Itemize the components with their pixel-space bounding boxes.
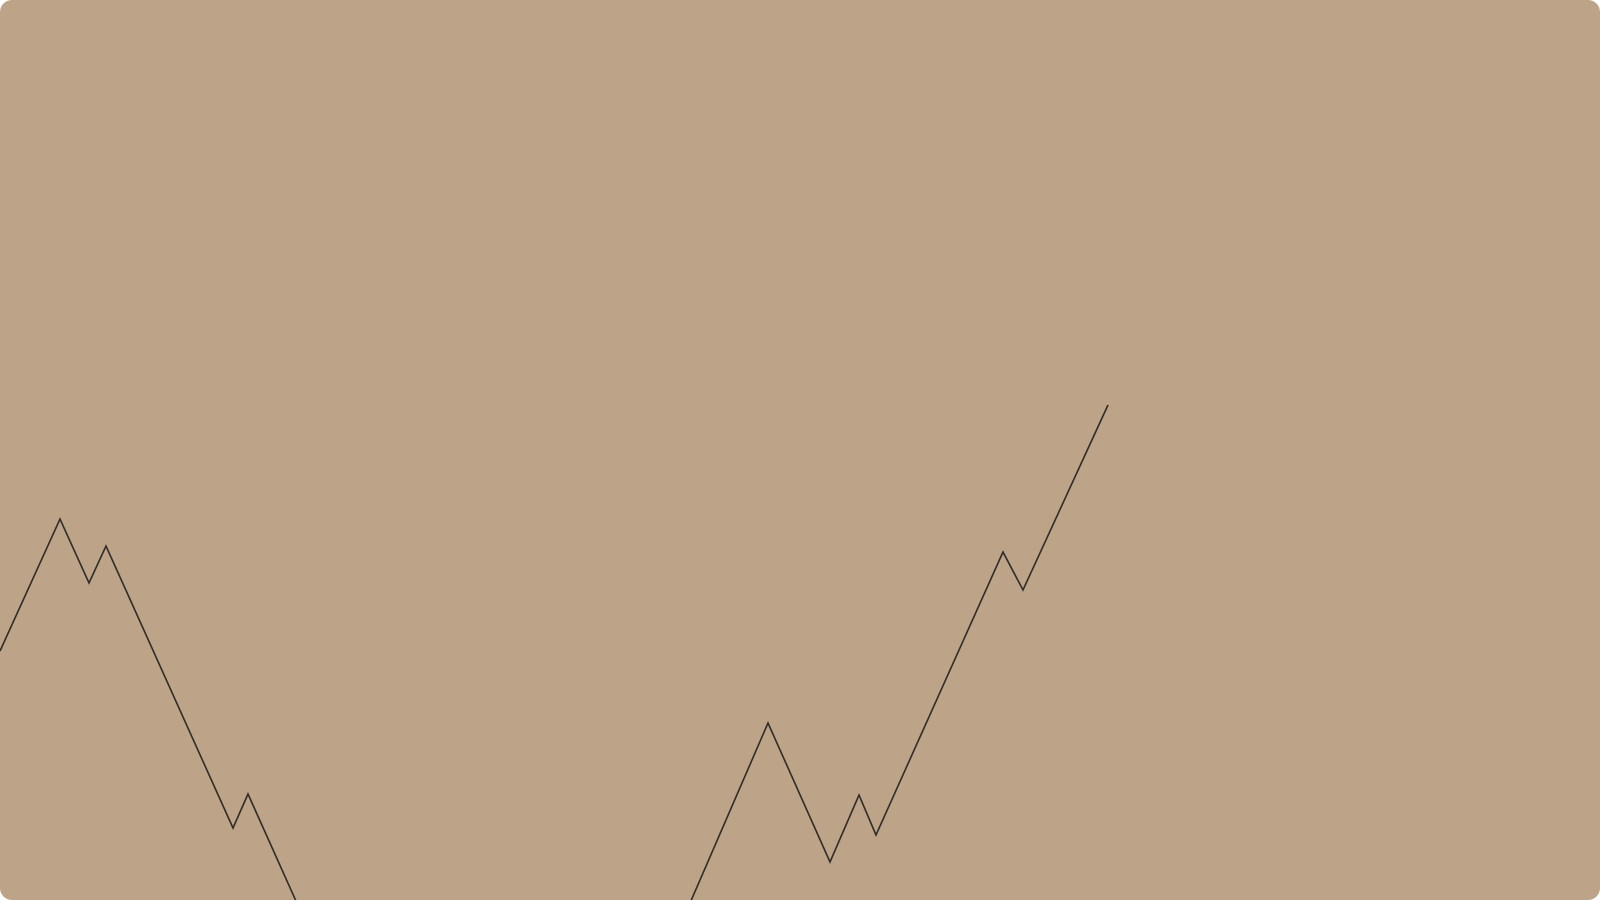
series-line-trend [0, 404, 1109, 900]
series-layer [0, 404, 1109, 900]
